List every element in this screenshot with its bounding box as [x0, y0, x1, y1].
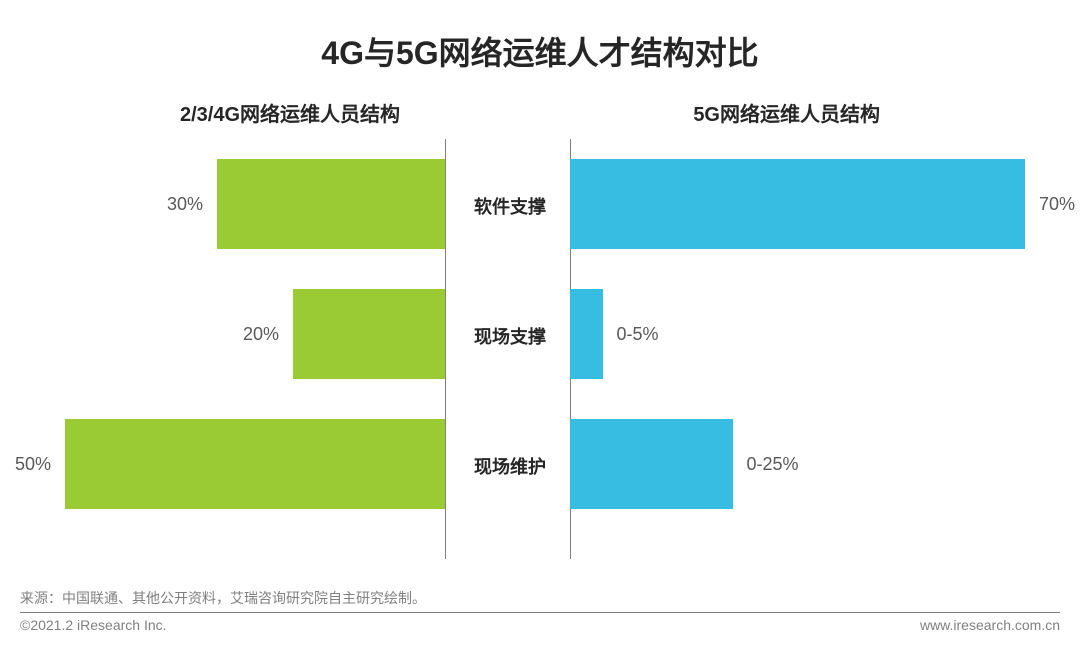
category-label: 软件支撑: [470, 193, 550, 219]
left-bar: [217, 159, 445, 249]
right-bar: [570, 159, 1025, 249]
right-bar-group: 0-25%: [570, 419, 833, 509]
subtitle-row: 2/3/4G网络运维人员结构 5G网络运维人员结构: [0, 74, 1080, 127]
subtitle-right: 5G网络运维人员结构: [693, 98, 880, 127]
left-bar: [65, 419, 445, 509]
left-value-label: 30%: [167, 194, 203, 215]
left-bar-group: 20%: [213, 289, 445, 379]
left-bar-group: 50%: [0, 419, 445, 509]
footer-copyright: ©2021.2 iResearch Inc.: [20, 617, 167, 633]
left-value-label: 50%: [15, 454, 51, 475]
left-bar: [293, 289, 445, 379]
left-axis-line: [445, 139, 446, 559]
footer-url: www.iresearch.com.cn: [920, 617, 1060, 633]
right-bar-group: 0-5%: [570, 289, 703, 379]
right-bar-group: 70%: [570, 159, 1080, 249]
category-label: 现场维护: [470, 453, 550, 479]
category-label: 现场支撑: [470, 323, 550, 349]
footer-source: 来源：中国联通、其他公开资料，艾瑞咨询研究院自主研究绘制。: [20, 588, 1060, 613]
right-bar: [570, 419, 733, 509]
right-bar: [570, 289, 603, 379]
right-value-label: 70%: [1039, 194, 1075, 215]
footer: 来源：中国联通、其他公开资料，艾瑞咨询研究院自主研究绘制。 ©2021.2 iR…: [20, 588, 1060, 633]
chart-title: 4G与5G网络运维人才结构对比: [0, 0, 1080, 74]
left-value-label: 20%: [243, 324, 279, 345]
chart-area: 30% 70% 软件支撑 20% 0-5% 现场支撑 50% 0-25% 现场维护: [0, 139, 1080, 569]
left-bar-group: 30%: [137, 159, 445, 249]
subtitle-left: 2/3/4G网络运维人员结构: [180, 98, 400, 127]
right-value-label: 0-25%: [747, 454, 799, 475]
right-value-label: 0-5%: [617, 324, 659, 345]
